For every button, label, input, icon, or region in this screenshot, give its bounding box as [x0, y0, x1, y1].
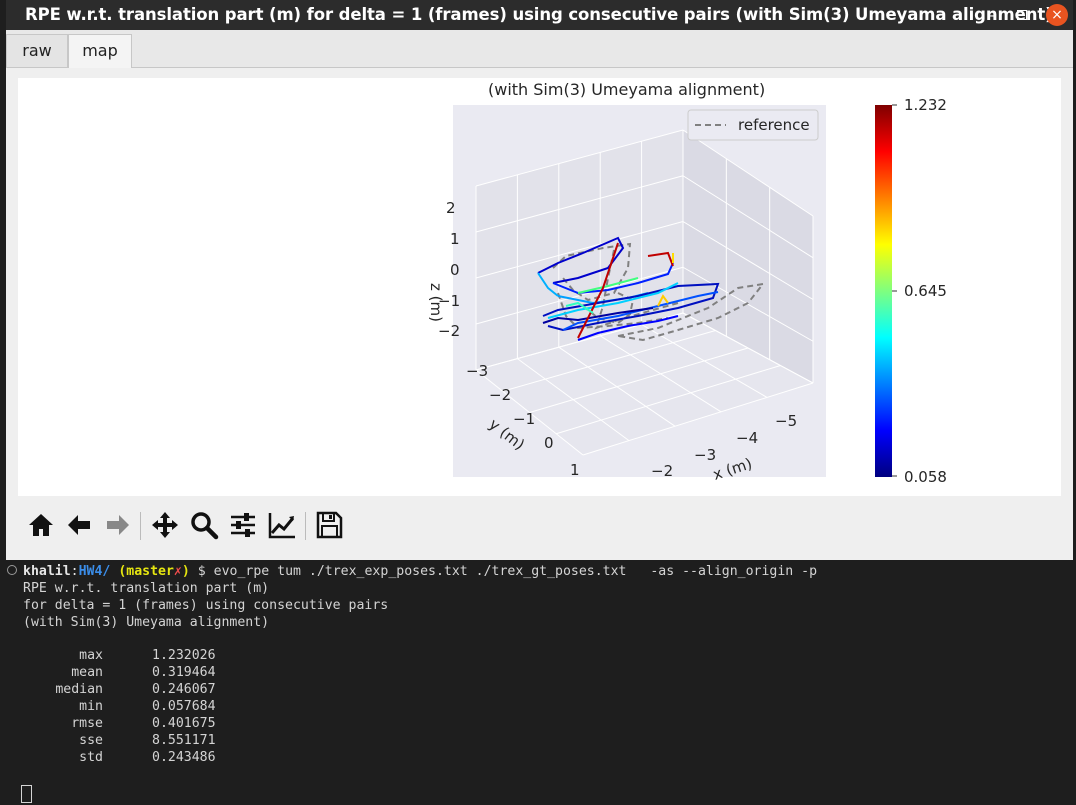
legend [687, 109, 819, 141]
maximize-button[interactable] [1012, 5, 1032, 25]
stat-name: max [79, 648, 103, 663]
stat-name: std [79, 750, 103, 765]
plot-window: RPE w.r.t. translation part (m) for delt… [6, 0, 1073, 560]
stat-name: min [79, 699, 103, 714]
stat-value: 0.243486 [152, 750, 216, 765]
grid-line [682, 266, 814, 342]
legend-label: reference [738, 116, 810, 134]
toolbar-separator [305, 512, 306, 540]
zoom-icon[interactable] [189, 510, 219, 540]
y-tick-label: 1 [570, 461, 580, 479]
grid-line [556, 365, 781, 435]
stat-value: 8.551171 [152, 733, 216, 748]
stat-value: 0.057684 [152, 699, 216, 714]
edit-axis-icon[interactable] [267, 510, 297, 540]
grid-line [475, 266, 684, 325]
prompt-dirty: ✗ [173, 564, 182, 579]
y-tick-label: −2 [489, 386, 511, 404]
grid-line [682, 221, 814, 300]
tab-map[interactable]: map [68, 34, 132, 68]
grid-line [582, 382, 814, 456]
colorbar-max-label: 1.232 [904, 96, 947, 114]
stat-value: 0.401675 [152, 716, 216, 731]
output-line: for delta = 1 (frames) using consecutive… [23, 598, 389, 613]
stat-value: 0.319464 [152, 665, 216, 680]
y-tick-label: −1 [513, 410, 535, 428]
tab-raw[interactable]: raw [6, 34, 68, 67]
grid-line [682, 129, 814, 217]
terminal[interactable]: khalil:HW4/ (master✗) $ evo_rpe tum ./tr… [0, 561, 1076, 805]
stat-value: 1.232026 [152, 648, 216, 663]
close-button[interactable]: × [1046, 4, 1068, 26]
save-icon[interactable] [314, 510, 344, 540]
back-icon[interactable] [64, 510, 94, 540]
colorbar [875, 105, 892, 477]
z-tick-label: 0 [450, 261, 460, 279]
window-title: RPE w.r.t. translation part (m) for delt… [25, 5, 1053, 24]
z-tick-label: −1 [438, 292, 460, 310]
title-bar: RPE w.r.t. translation part (m) for delt… [6, 0, 1073, 30]
y-tick-label: 0 [544, 434, 554, 452]
toolbar-separator [140, 512, 141, 540]
grid-line [529, 347, 749, 413]
minimize-button[interactable]: – [988, 6, 996, 24]
prompt-marker-icon [7, 565, 17, 575]
home-icon[interactable] [26, 510, 56, 540]
x-tick-label: −3 [694, 446, 716, 464]
prompt-command: $ evo_rpe tum ./trex_exp_poses.txt ./tre… [197, 564, 818, 579]
grid-line [475, 129, 684, 187]
y-tick-labels: −3 −2 −1 0 1 [466, 362, 580, 479]
plot-title: (with Sim(3) Umeyama alignment) [488, 80, 766, 99]
y-tick-label: −3 [466, 362, 488, 380]
grid-line [682, 175, 814, 259]
stat-name: sse [79, 733, 103, 748]
output-line: RPE w.r.t. translation part (m) [23, 581, 270, 596]
pane-right [683, 130, 813, 383]
x-tick-label: −5 [775, 412, 797, 430]
output-line: (with Sim(3) Umeyama alignment) [23, 615, 270, 630]
grid-line [502, 330, 716, 392]
pan-icon[interactable] [150, 510, 180, 540]
forward-icon[interactable] [103, 510, 133, 540]
z-tick-label: 1 [450, 230, 460, 248]
grid-lines [475, 129, 814, 456]
prompt-branch-open: ( [118, 564, 127, 579]
navigation-toolbar [6, 500, 1073, 556]
terminal-cursor [21, 785, 32, 803]
grid-line [475, 175, 684, 233]
colorbar-min-label: 0.058 [904, 468, 947, 486]
estimated-trajectory [537, 236, 720, 341]
maximize-icon [1017, 10, 1027, 20]
figure-canvas[interactable]: 1.232 0.645 0.058 [18, 78, 1061, 496]
tab-bar: raw map [6, 30, 1073, 68]
z-tick-label: 2 [446, 199, 456, 217]
plot-3d[interactable]: 1.232 0.645 0.058 [18, 78, 1061, 496]
x-tick-labels: −5 −4 −3 −2 [651, 412, 797, 480]
x-tick-label: −2 [651, 462, 673, 480]
z-tick-labels: 2 1 0 −1 −2 [438, 199, 460, 340]
prompt-dir: HW4/ [78, 564, 111, 579]
prompt-line: khalil:HW4/ (master✗) $ evo_rpe tum ./tr… [23, 563, 817, 580]
prompt-branch-close: ) [181, 564, 190, 579]
stat-name: rmse [71, 716, 103, 731]
colorbar-mid-label: 0.645 [904, 282, 947, 300]
stat-name: median [55, 682, 103, 697]
configure-icon[interactable] [228, 510, 258, 540]
z-tick-label: −2 [438, 322, 460, 340]
stat-name: mean [71, 665, 103, 680]
prompt-separator: : [70, 564, 79, 579]
stat-value: 0.246067 [152, 682, 216, 697]
z-axis-label: z (m) [427, 283, 445, 322]
prompt-user: khalil [23, 564, 71, 579]
x-tick-label: −4 [736, 429, 758, 447]
grid-line [475, 221, 684, 279]
prompt-branch: master [126, 564, 174, 579]
